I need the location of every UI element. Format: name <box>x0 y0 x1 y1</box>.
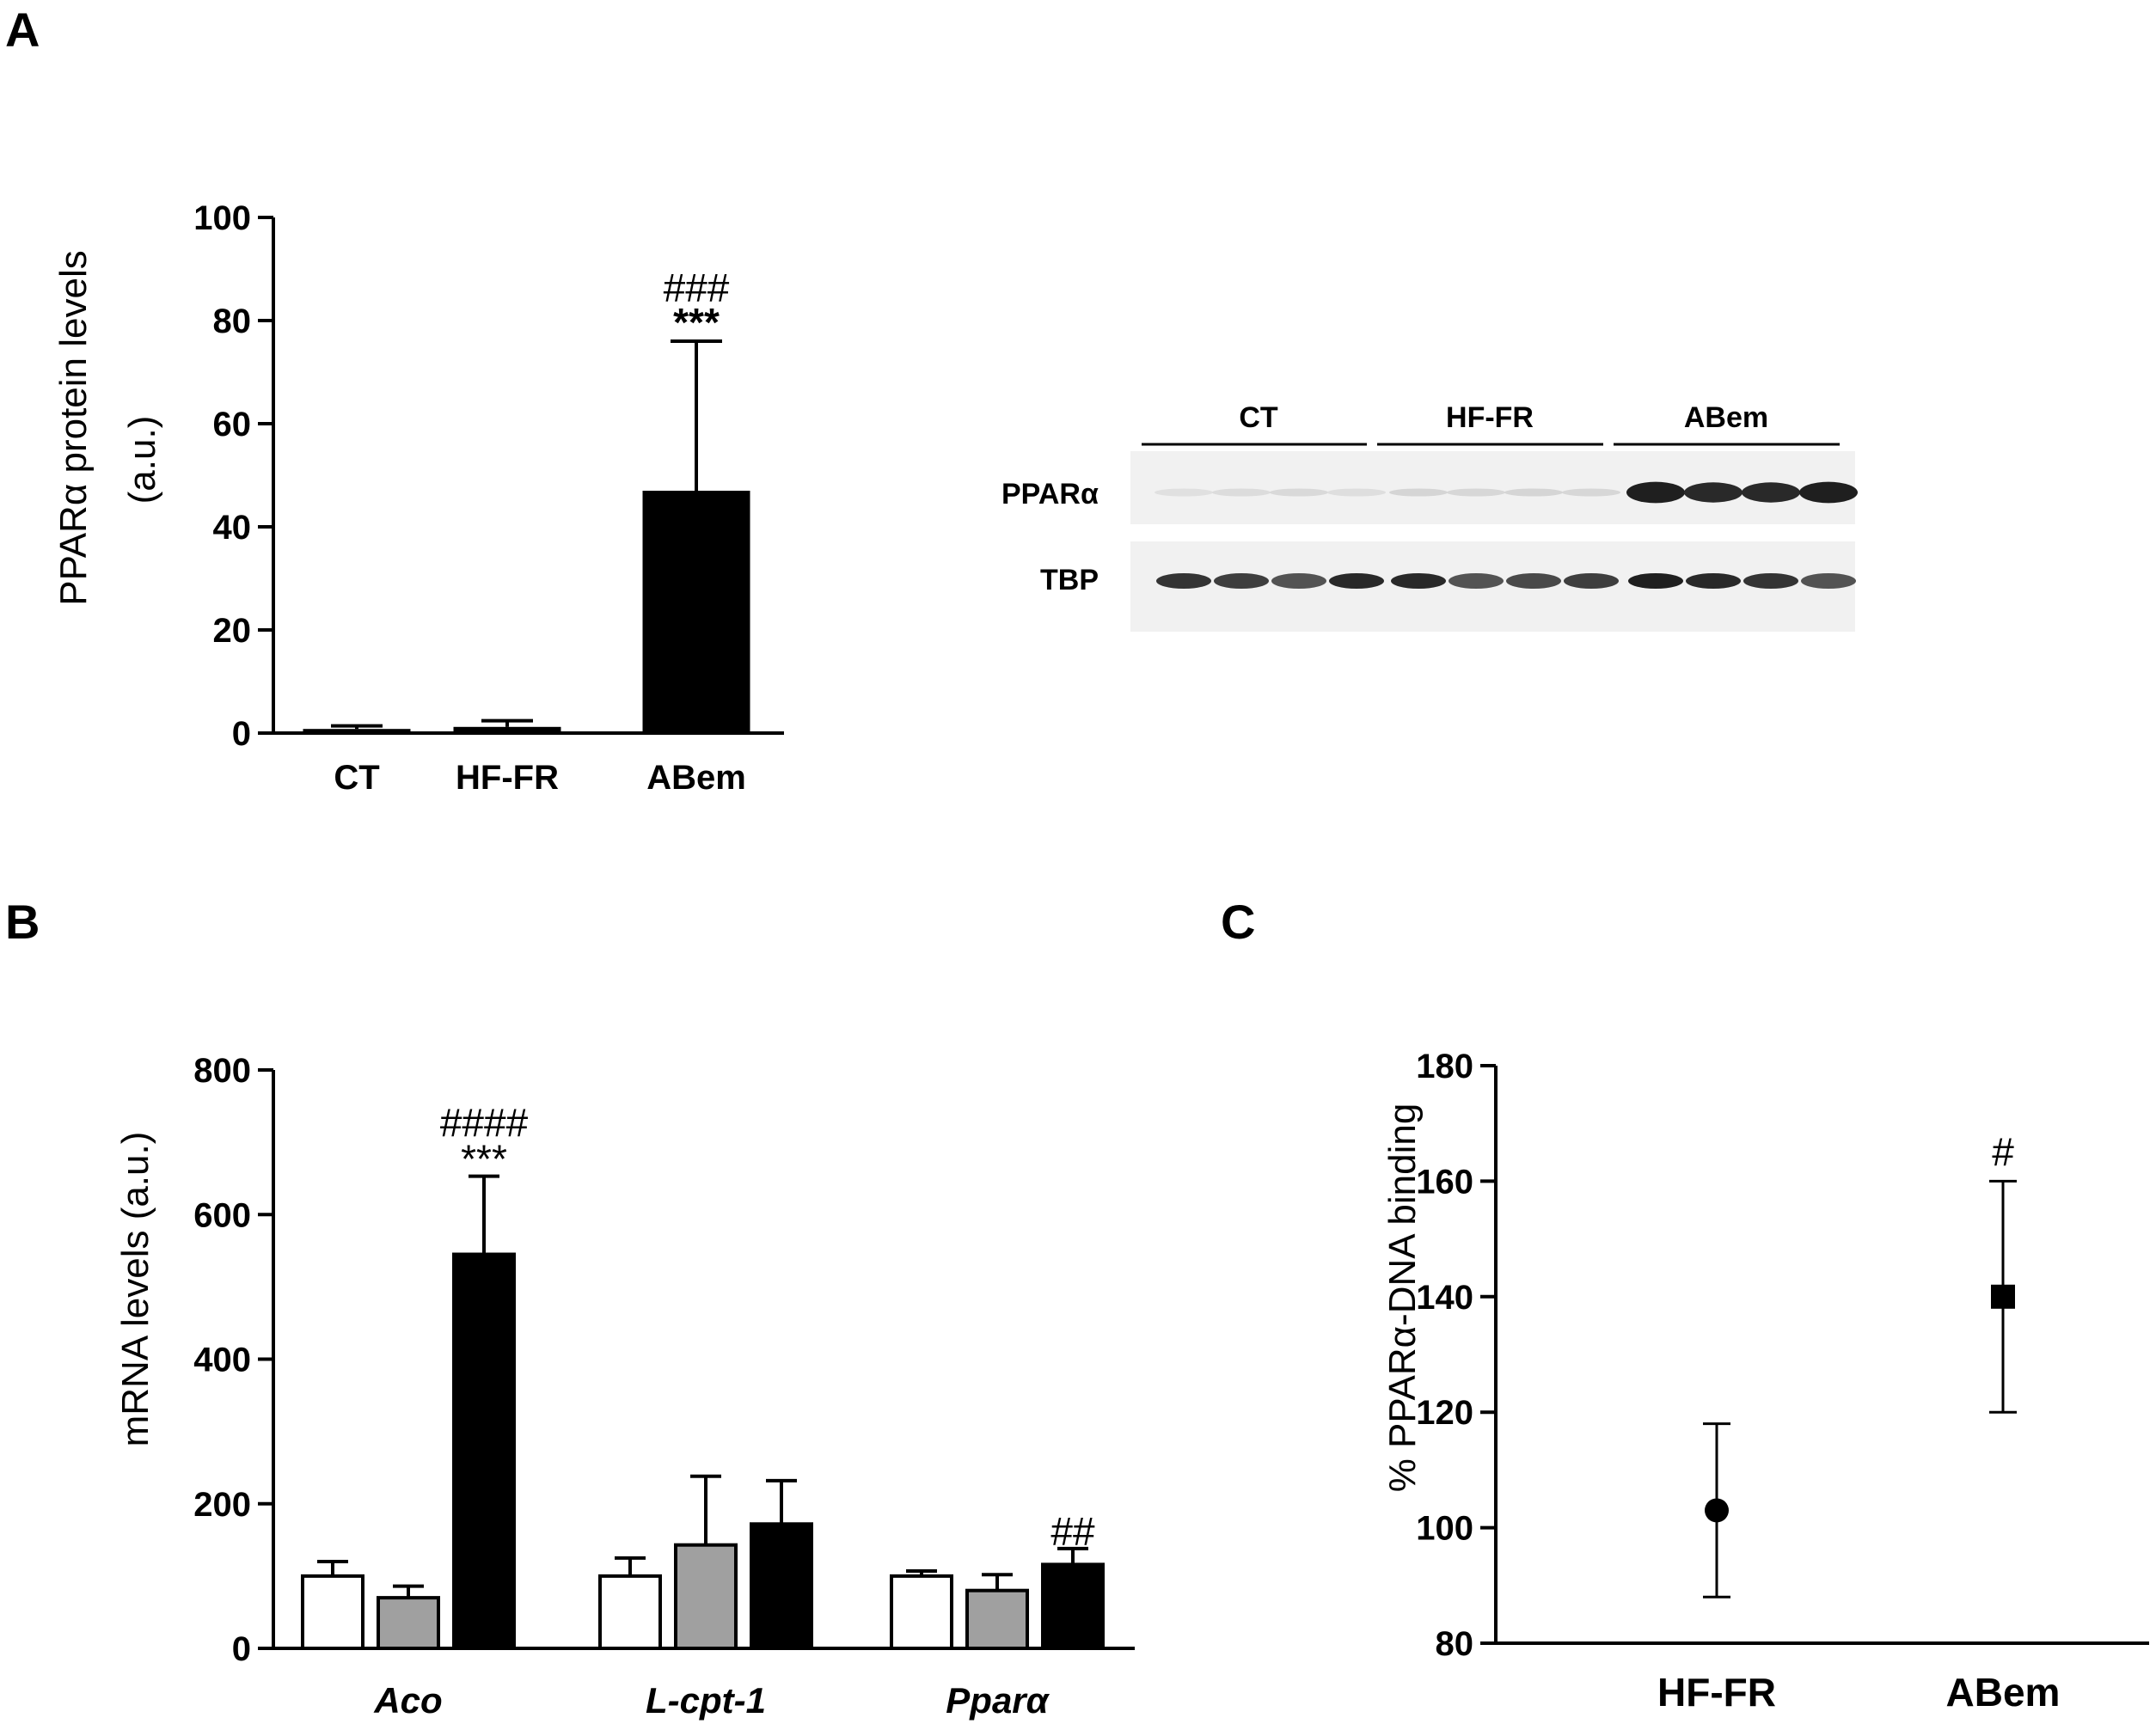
chart-b-annotation-0-0: #### <box>440 1101 529 1146</box>
chart-a: 0 20 40 60 80 100 CT HF-FR ABem ###*** <box>193 199 784 797</box>
blot-ppar-band-3 <box>1327 488 1386 497</box>
blot-ppar-band-1 <box>1212 488 1271 497</box>
blot-ppar-band-10 <box>1742 482 1800 503</box>
chart-b-bar-1-2 <box>965 1588 1029 1650</box>
panel-label-a: A <box>5 3 40 57</box>
chart-a-ytick-label-4: 80 <box>213 303 252 340</box>
chart-c-category-0: HF-FR <box>1657 1670 1776 1715</box>
chart-b-ytick-label-3: 600 <box>193 1196 251 1234</box>
chart-b-annotation-1-0: ## <box>1050 1509 1095 1554</box>
chart-a-category-2: ABem <box>646 759 746 797</box>
chart-a-ytick-label-5: 100 <box>193 199 251 237</box>
chart-a-annotation-0-0: ### <box>664 266 730 310</box>
chart-b-bar-2-2 <box>1041 1562 1105 1651</box>
chart-a-bar-1 <box>453 726 561 733</box>
blot-tbp-band-6 <box>1506 573 1561 589</box>
chart-b-bar-0-2 <box>890 1574 953 1650</box>
chart-a-ytick-label-1: 20 <box>213 612 252 650</box>
chart-a-annotation-0-1: *** <box>673 300 720 345</box>
blot-ppar-band-5 <box>1447 488 1505 497</box>
chart-c-point-0 <box>1705 1498 1729 1523</box>
chart-c-ytick-label-2: 120 <box>1416 1394 1473 1432</box>
blot-group-hffr: HF-FR <box>1446 401 1534 434</box>
chart-c-ytick-label-1: 100 <box>1416 1510 1473 1548</box>
chart-c-ytick-label-5: 180 <box>1416 1048 1473 1085</box>
chart-b-annotation-0-1: *** <box>461 1137 507 1182</box>
chart-b-ytick-label-2: 400 <box>193 1342 251 1379</box>
chart-b-category-2: Pparα <box>946 1680 1050 1721</box>
blot-group-ct: CT <box>1239 401 1278 434</box>
chart-c-point-1 <box>1991 1284 2015 1309</box>
chart-b-bar-0-0 <box>301 1574 364 1650</box>
chart-b-ylabel: mRNA levels (a.u.) <box>114 1132 156 1447</box>
blot-tbp-band-7 <box>1564 573 1619 589</box>
chart-a-ylabel-line2: (a.u.) <box>121 416 163 504</box>
blot-ppar-band-6 <box>1504 488 1563 497</box>
blot-tbp-band-4 <box>1391 573 1446 589</box>
chart-b-bar-0-1 <box>598 1574 662 1650</box>
blot-ppar-band-9 <box>1684 482 1743 503</box>
chart-b-bar-2-0 <box>452 1252 516 1651</box>
blot-tbp-band-11 <box>1801 573 1856 589</box>
chart-b-ytick-label-0: 0 <box>232 1630 251 1668</box>
blot-row-tbp: TBP <box>1040 564 1099 596</box>
chart-b-bar-1-1 <box>674 1543 738 1651</box>
chart-b-bar-2-1 <box>750 1522 813 1651</box>
blot-ppar-band-8 <box>1626 481 1685 504</box>
chart-b-category-0: Aco <box>373 1680 442 1721</box>
chart-c-ytick-label-4: 160 <box>1416 1163 1473 1201</box>
chart-c-ytick-label-3: 140 <box>1416 1279 1473 1317</box>
chart-a-ytick-label-3: 60 <box>213 406 252 443</box>
chart-a-ylabel-line1: PPARα protein levels <box>52 250 95 605</box>
chart-a-bar-2 <box>642 491 750 733</box>
chart-b-ytick-label-1: 200 <box>193 1486 251 1524</box>
chart-c-ylabel: % PPARα-DNA binding <box>1381 1103 1424 1493</box>
chart-a-bar-0 <box>303 729 411 733</box>
blot-ppar-band-4 <box>1389 488 1448 497</box>
blot-tbp-band-0 <box>1156 573 1211 589</box>
blot-group-abem: ABem <box>1684 401 1768 434</box>
blot-tbp-band-9 <box>1686 573 1741 589</box>
blot-ppar-band-0 <box>1155 488 1213 497</box>
western-blot: CT HF-FR ABem PPARα TBP <box>1001 401 1858 632</box>
blot-tbp-band-8 <box>1628 573 1683 589</box>
blot-ppar-band-2 <box>1270 488 1328 497</box>
chart-b-category-1: L-cpt-1 <box>646 1680 766 1721</box>
blot-ppar-band-7 <box>1562 488 1620 497</box>
chart-a-category-1: HF-FR <box>456 759 559 797</box>
blot-ppar-band-11 <box>1799 481 1858 504</box>
blot-tbp-band-2 <box>1271 573 1326 589</box>
blot-bands <box>1155 481 1858 589</box>
blot-row-ppar: PPARα <box>1001 478 1099 510</box>
chart-b: 0 200 400 600 800 Aco L-cpt-1 Pparα ####*** ## <box>193 1052 1135 1721</box>
blot-tbp-band-3 <box>1329 573 1384 589</box>
panel-label-c: C <box>1221 895 1255 949</box>
chart-c-ytick-label-0: 80 <box>1436 1625 1474 1663</box>
blot-tbp-band-1 <box>1214 573 1269 589</box>
chart-b-bar-1-0 <box>377 1596 440 1651</box>
panel-label-b: B <box>5 895 40 949</box>
chart-a-ytick-label-2: 40 <box>213 509 252 547</box>
chart-a-ytick-label-0: 0 <box>232 715 251 753</box>
chart-c-annotation-0-0: # <box>1992 1129 2014 1174</box>
chart-c-category-1: ABem <box>1946 1670 2061 1715</box>
chart-a-category-0: CT <box>334 759 379 797</box>
chart-c: 80 100 120 140 160 180 HF-FR ABem # <box>1416 1048 2149 1715</box>
blot-tbp-band-5 <box>1449 573 1504 589</box>
chart-b-ytick-label-4: 800 <box>193 1052 251 1090</box>
blot-tbp-band-10 <box>1743 573 1798 589</box>
